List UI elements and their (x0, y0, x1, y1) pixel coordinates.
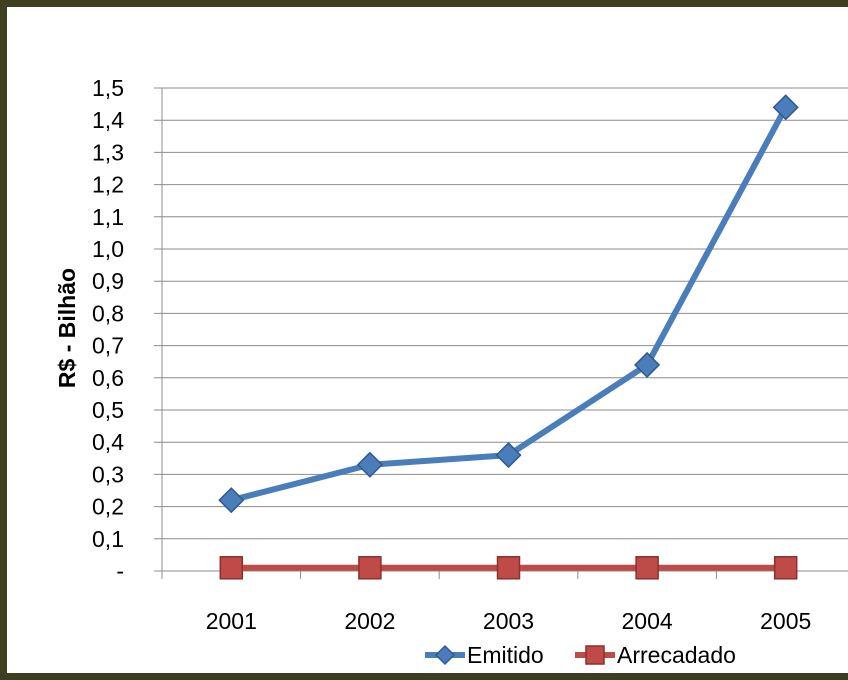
legend-label-emitido: Emitido (467, 642, 544, 668)
legend: Emitido Arrecadado (425, 642, 736, 668)
x-tick-label: 2002 (344, 608, 395, 634)
y-tick-label: 0,7 (92, 333, 124, 359)
x-tick-label: 2005 (760, 608, 811, 634)
data-point-emitido (634, 351, 661, 378)
data-point-arrecadado (496, 556, 521, 580)
data-point-emitido (772, 94, 799, 121)
data-point-emitido (218, 487, 245, 514)
gridlines (154, 87, 848, 572)
y-tick-label: 0,4 (92, 429, 124, 455)
y-tick-label: 1,4 (92, 107, 124, 133)
axes (161, 88, 717, 579)
line-chart: - 0,1 0,2 0,3 0,4 0,5 0,6 0,7 0,8 0,9 1,0 1,1 1,2 1,3… (54, 75, 848, 668)
data-point-arrecadado (219, 556, 244, 580)
y-tick-label: 0,1 (92, 526, 124, 552)
y-tick-label: 0,3 (92, 461, 124, 487)
y-axis-label: R$ - Bilhão (54, 268, 80, 388)
x-tick-label: 2004 (622, 608, 673, 634)
y-tick-label: 1,5 (92, 75, 124, 101)
data-point-arrecadado (773, 556, 798, 580)
x-tick-label: 2001 (206, 608, 257, 634)
y-tick-label: 1,0 (92, 236, 124, 262)
data-point-arrecadado (635, 556, 659, 580)
y-tick-label: 1,2 (92, 172, 124, 198)
legend-label-arrecadado: Arrecadado (617, 642, 736, 668)
y-tick-label: - (116, 558, 124, 584)
y-tick-label: 0,8 (92, 300, 124, 326)
series-line-emitido (228, 104, 789, 504)
y-tick-label: 0,6 (92, 365, 124, 391)
y-tick-label: 1,3 (92, 139, 124, 165)
legend-marker-emitido (434, 644, 456, 666)
y-tick-labels: - 0,1 0,2 0,3 0,4 0,5 0,6 0,7 0,8 0,9 1,0 1,1 1,2 1,3… (92, 75, 124, 584)
data-point-emitido (495, 442, 522, 469)
y-tick-label: 0,5 (92, 397, 124, 423)
data-point-arrecadado (358, 556, 382, 580)
y-tick-label: 1,1 (92, 204, 124, 230)
y-tick-label: 0,9 (92, 268, 124, 294)
x-tick-labels: 2001 2002 2003 2004 2005 (206, 608, 812, 634)
legend-marker-arrecadado (585, 645, 605, 665)
data-point-emitido (356, 451, 383, 478)
y-tick-label: 0,2 (92, 494, 124, 520)
x-tick-label: 2003 (483, 608, 534, 634)
series (218, 94, 799, 580)
